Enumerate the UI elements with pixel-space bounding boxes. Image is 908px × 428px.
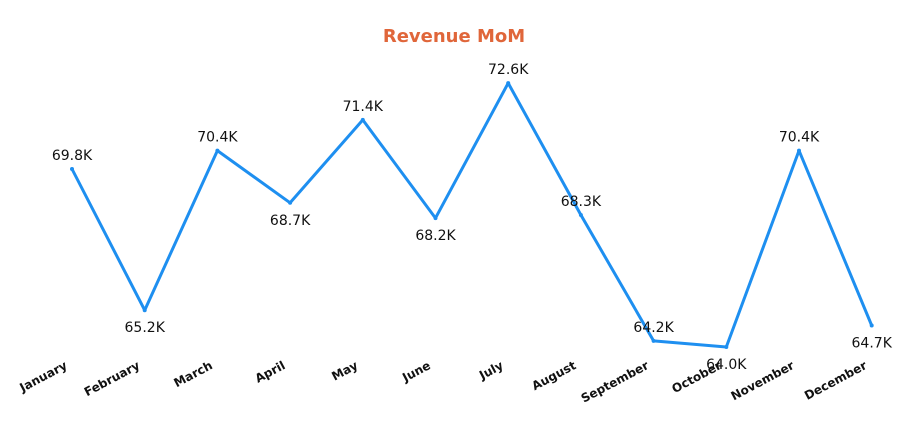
x-tick-label: June bbox=[399, 358, 433, 385]
x-tick-label: April bbox=[253, 358, 288, 385]
data-point bbox=[797, 148, 801, 153]
x-tick-label: October bbox=[669, 358, 723, 396]
data-point bbox=[142, 308, 147, 313]
data-label: 64.0K bbox=[706, 357, 747, 373]
data-label: 69.8K bbox=[52, 148, 93, 164]
data-label: 71.4K bbox=[343, 99, 384, 115]
data-point bbox=[869, 323, 874, 328]
data-point bbox=[578, 213, 583, 217]
data-label: 68.2K bbox=[415, 228, 456, 244]
data-label: 64.2K bbox=[633, 320, 674, 336]
data-point bbox=[651, 338, 656, 343]
data-label: 65.2K bbox=[125, 320, 166, 336]
data-point bbox=[433, 216, 438, 221]
x-tick-label: January bbox=[16, 358, 69, 395]
chart-title: Revenue MoM bbox=[382, 26, 526, 47]
x-tick-label: May bbox=[329, 358, 360, 383]
data-label: 70.4K bbox=[779, 130, 820, 146]
x-tick-label: August bbox=[529, 358, 578, 393]
x-tick-label: March bbox=[171, 358, 214, 390]
data-label: 68.3K bbox=[561, 194, 602, 210]
x-tick-label: December bbox=[802, 358, 869, 403]
data-point bbox=[288, 200, 293, 205]
x-tick-label: September bbox=[579, 358, 651, 405]
data-point bbox=[70, 167, 74, 171]
x-tick-label: July bbox=[476, 358, 506, 383]
data-point bbox=[215, 148, 220, 153]
x-tick-label: February bbox=[82, 358, 142, 399]
data-label: 64.7K bbox=[852, 336, 893, 352]
data-label: 72.6K bbox=[488, 62, 529, 78]
data-point bbox=[724, 345, 729, 349]
data-label: 70.4K bbox=[197, 130, 238, 146]
data-point bbox=[506, 81, 511, 86]
series-line bbox=[70, 81, 874, 349]
data-label: 68.7K bbox=[270, 213, 311, 229]
data-point bbox=[360, 117, 365, 122]
